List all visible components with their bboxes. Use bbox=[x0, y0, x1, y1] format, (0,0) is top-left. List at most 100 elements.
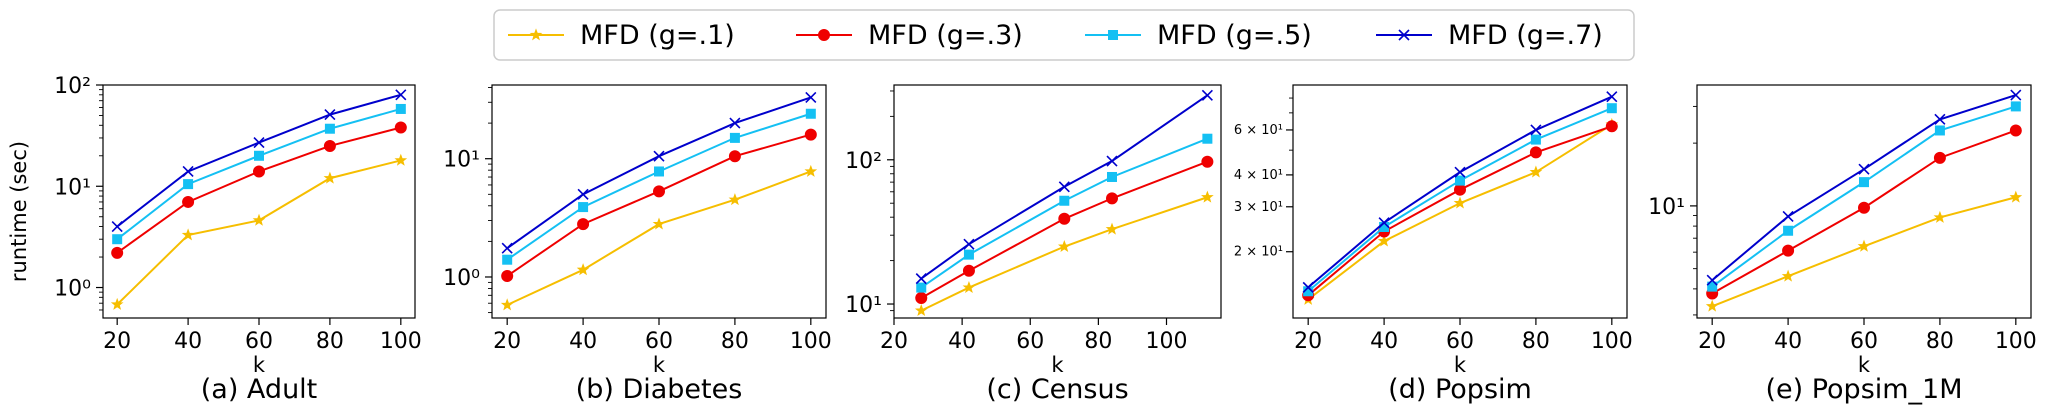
y-tick-label: 10⁰ bbox=[54, 277, 91, 302]
data-point bbox=[111, 220, 123, 233]
data-point bbox=[324, 109, 336, 121]
legend-item: MFD (g=.1) bbox=[508, 20, 735, 51]
x-tick-label: 20 bbox=[493, 329, 521, 354]
data-point bbox=[654, 166, 664, 177]
x-tick-label: 20 bbox=[1698, 329, 1726, 354]
data-point bbox=[181, 228, 195, 241]
series-line bbox=[1307, 125, 1613, 297]
data-point bbox=[501, 242, 513, 254]
legend: MFD (g=.1) MFD (g=.3) MFD (g=.5) MFD (g=.7) bbox=[493, 9, 1635, 61]
subplot-caption: (b) Diabetes bbox=[576, 374, 743, 405]
subplot-caption: (d) Popsim bbox=[1388, 374, 1532, 405]
series bbox=[111, 121, 407, 259]
data-point bbox=[728, 193, 742, 206]
data-point bbox=[183, 179, 194, 190]
data-point bbox=[1058, 212, 1071, 225]
x-tick-label: 20 bbox=[880, 329, 908, 354]
data-point bbox=[653, 150, 665, 162]
x-tick-label: 80 bbox=[316, 329, 344, 354]
data-point bbox=[1530, 124, 1542, 136]
x-tick-label: 40 bbox=[948, 329, 976, 354]
x-tick-label: 100 bbox=[1995, 329, 2037, 354]
data-point bbox=[1783, 225, 1794, 236]
data-point bbox=[2010, 101, 2021, 112]
data-point bbox=[804, 128, 817, 141]
x-axis-label: k bbox=[1858, 353, 1871, 377]
x-tick-label: 100 bbox=[1591, 329, 1633, 354]
data-point bbox=[1530, 134, 1541, 145]
data-point bbox=[576, 263, 590, 276]
x-tick-label: 60 bbox=[645, 329, 673, 354]
data-point bbox=[1202, 133, 1213, 144]
subplot: 10⁰ 10¹ 20 40 60 80 100 k(b) Diabetes bbox=[443, 84, 832, 405]
y-tick-label: 10² bbox=[54, 74, 91, 99]
data-point bbox=[1933, 151, 1946, 164]
legend-label: MFD (g=.1) bbox=[580, 20, 735, 51]
series bbox=[501, 91, 817, 254]
data-point bbox=[653, 185, 665, 198]
legend-frame bbox=[493, 9, 1635, 61]
data-point bbox=[1454, 166, 1466, 178]
data-point bbox=[110, 297, 124, 310]
series bbox=[916, 133, 1213, 293]
legend-item: MFD (g=.5) bbox=[1085, 20, 1312, 51]
series bbox=[1302, 120, 1618, 302]
data-point bbox=[1706, 274, 1718, 286]
circle-marker-icon bbox=[818, 29, 830, 41]
data-point bbox=[1105, 222, 1119, 235]
data-point bbox=[395, 89, 407, 101]
x-tick-label: 40 bbox=[569, 329, 597, 354]
data-point bbox=[962, 264, 975, 277]
legend-item: MFD (g=.7) bbox=[1376, 20, 1603, 51]
data-point bbox=[577, 218, 590, 231]
legend-label: MFD (g=.3) bbox=[868, 20, 1023, 51]
data-point bbox=[1858, 201, 1870, 214]
data-point bbox=[1378, 217, 1390, 229]
data-point bbox=[254, 150, 264, 161]
data-point bbox=[1057, 239, 1071, 253]
data-point bbox=[1858, 163, 1870, 175]
subplot: 10⁰ 10¹ 10² 20 40 60 80 100 k runtime (sec) (a) Ad… bbox=[7, 74, 422, 405]
data-point bbox=[805, 108, 816, 119]
series-line bbox=[116, 126, 402, 254]
data-point bbox=[1781, 269, 1795, 282]
x-axis-label: k bbox=[253, 353, 266, 377]
data-point bbox=[182, 195, 195, 208]
subplot-caption: (e) Popsim_1M bbox=[1765, 374, 1962, 405]
data-point bbox=[729, 132, 740, 143]
plot-frame bbox=[491, 84, 827, 319]
x-marker-icon bbox=[1398, 29, 1410, 41]
data-point bbox=[1933, 210, 1947, 223]
series bbox=[1706, 124, 2022, 300]
series bbox=[112, 103, 406, 245]
data-point bbox=[1201, 155, 1214, 168]
data-point bbox=[1106, 155, 1118, 167]
series-line bbox=[920, 160, 1208, 299]
star-marker-icon bbox=[529, 28, 543, 41]
subplot: 10¹ 10² 20 40 60 80 100 k(c) Census bbox=[845, 84, 1222, 405]
x-tick-label: 40 bbox=[1774, 329, 1802, 354]
series bbox=[915, 155, 1214, 305]
x-axis-label: k bbox=[653, 353, 666, 377]
data-point bbox=[915, 273, 927, 285]
series bbox=[501, 128, 817, 282]
x-tick-label: 60 bbox=[1446, 329, 1474, 354]
y-tick-label: 10² bbox=[845, 149, 882, 174]
data-point bbox=[1705, 299, 1719, 312]
data-point bbox=[394, 121, 407, 134]
x-tick-label: 100 bbox=[790, 329, 832, 354]
y-tick-label: 3 × 10¹ bbox=[1234, 200, 1283, 215]
data-point bbox=[1782, 210, 1794, 223]
data-point bbox=[2009, 124, 2022, 137]
data-point bbox=[1707, 281, 1718, 292]
data-point bbox=[729, 117, 741, 129]
x-tick-label: 60 bbox=[1850, 329, 1878, 354]
data-point bbox=[1455, 175, 1465, 186]
x-tick-label: 80 bbox=[1522, 329, 1550, 354]
data-point bbox=[252, 213, 266, 226]
series-line bbox=[1307, 123, 1613, 301]
data-point bbox=[502, 254, 513, 265]
series bbox=[1302, 91, 1618, 293]
legend-label: MFD (g=.7) bbox=[1448, 20, 1603, 51]
